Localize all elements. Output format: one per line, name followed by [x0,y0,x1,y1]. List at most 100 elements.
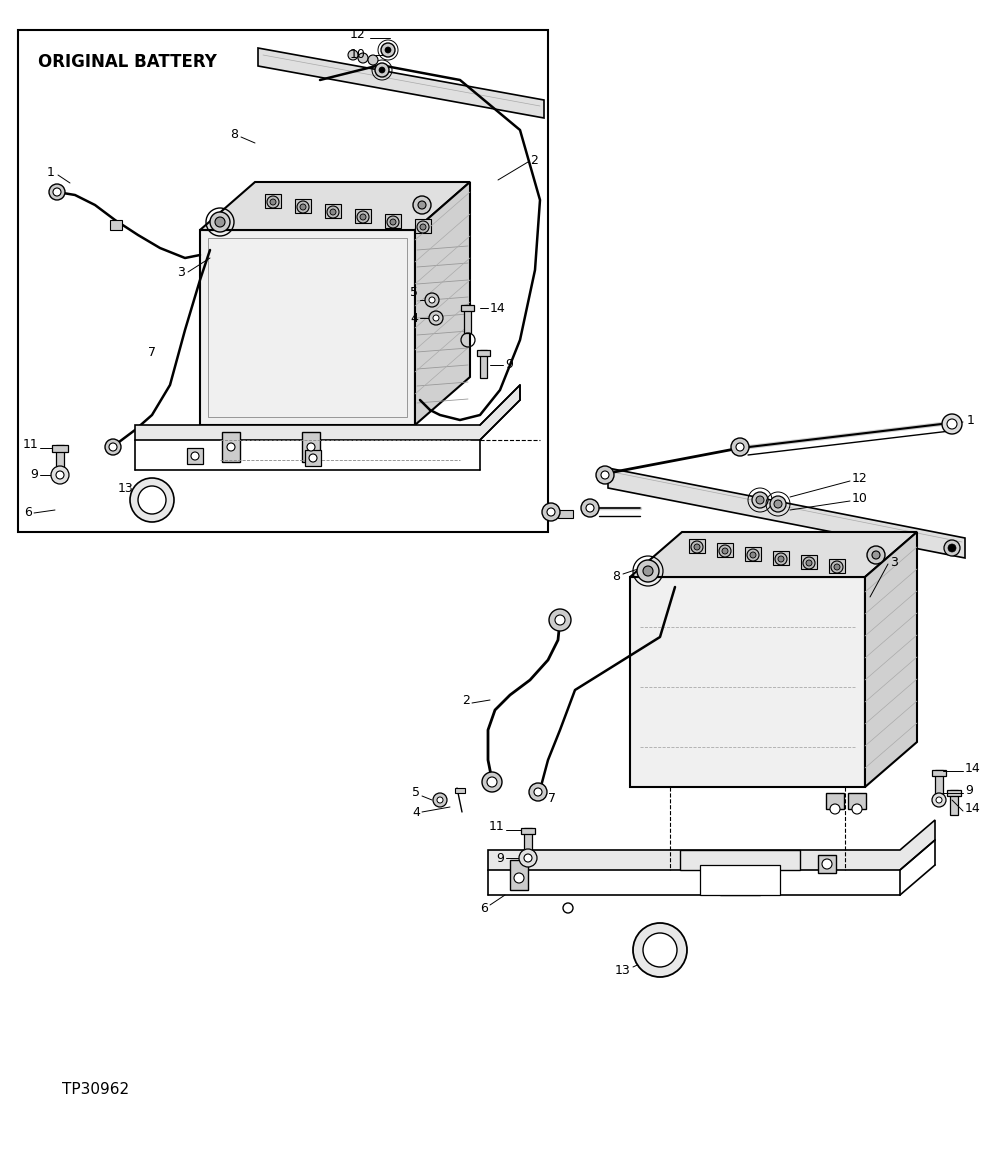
Circle shape [433,315,439,320]
Text: 1: 1 [967,413,975,426]
Text: 8: 8 [230,129,238,142]
Circle shape [215,217,225,228]
Circle shape [437,796,443,803]
Circle shape [309,454,317,462]
Bar [187,448,203,464]
Bar [935,770,943,795]
Circle shape [270,199,276,205]
Circle shape [487,777,497,787]
Circle shape [752,492,768,509]
Bar [295,199,311,212]
Text: 4: 4 [410,311,418,325]
Bar [208,238,407,417]
Circle shape [596,466,614,484]
Circle shape [417,221,429,233]
Polygon shape [488,820,935,870]
Text: 6: 6 [480,901,488,915]
Circle shape [51,466,69,484]
Circle shape [433,793,447,807]
Text: 2: 2 [530,153,538,166]
Bar [717,543,733,557]
Bar [355,209,371,223]
Circle shape [529,783,547,801]
Text: 9: 9 [505,359,513,372]
Text: 11: 11 [488,820,504,832]
Circle shape [307,444,315,450]
Bar [689,539,705,553]
Circle shape [778,556,784,562]
Text: 10: 10 [350,49,366,62]
Bar [305,450,321,466]
Circle shape [105,439,121,455]
Circle shape [368,55,378,65]
Circle shape [379,67,385,73]
Bar [302,432,320,462]
Bar [801,555,817,569]
Circle shape [775,553,787,565]
Bar [480,349,487,378]
Circle shape [731,438,749,456]
Bar [18,30,548,532]
Text: 6: 6 [24,506,32,519]
Circle shape [390,219,396,225]
Circle shape [49,183,65,200]
Circle shape [750,551,756,558]
Circle shape [53,188,61,196]
Text: 8: 8 [612,570,620,583]
Circle shape [756,496,764,504]
Circle shape [514,873,524,884]
Circle shape [425,293,439,307]
Circle shape [418,201,426,209]
Bar [826,793,844,809]
Circle shape [581,499,599,517]
Text: 14: 14 [965,762,981,774]
Text: 4: 4 [412,806,420,819]
Circle shape [643,567,653,576]
Bar [325,204,341,218]
Circle shape [803,557,815,569]
Circle shape [547,509,555,515]
Text: 5: 5 [412,786,420,800]
Circle shape [774,500,782,509]
Circle shape [549,610,571,630]
Circle shape [327,205,339,218]
Circle shape [806,560,812,567]
Circle shape [210,212,230,232]
Text: 9: 9 [496,851,504,865]
Circle shape [330,209,336,215]
Circle shape [524,854,532,861]
Circle shape [633,923,687,978]
Circle shape [138,486,166,514]
Circle shape [297,201,309,212]
Circle shape [130,478,174,522]
Text: 14: 14 [490,302,506,315]
Circle shape [942,414,962,434]
Polygon shape [608,468,965,558]
Circle shape [413,196,431,214]
Circle shape [563,903,573,913]
Polygon shape [865,532,917,787]
Bar [265,194,281,208]
Circle shape [643,933,677,967]
Bar [464,305,471,333]
Circle shape [691,541,703,553]
Bar [521,828,535,834]
Circle shape [227,444,235,450]
Circle shape [867,546,885,564]
Circle shape [947,419,957,430]
Bar [510,860,528,890]
Text: TP30962: TP30962 [62,1082,129,1097]
Circle shape [722,548,728,554]
Circle shape [822,859,832,868]
Circle shape [191,452,199,460]
Bar [110,219,122,230]
Circle shape [637,560,659,582]
Circle shape [555,615,565,625]
Bar [829,558,845,574]
Circle shape [948,545,956,551]
Text: ORIGINAL BATTERY: ORIGINAL BATTERY [38,53,217,71]
Bar [461,305,474,311]
Circle shape [719,545,731,557]
Circle shape [348,50,358,60]
Bar [222,432,240,462]
